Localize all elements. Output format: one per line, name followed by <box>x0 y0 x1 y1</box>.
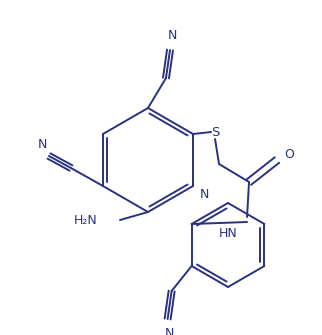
Text: H₂N: H₂N <box>74 213 98 226</box>
Text: N: N <box>167 29 177 42</box>
Text: HN: HN <box>218 227 237 240</box>
Text: N: N <box>165 327 174 335</box>
Text: S: S <box>211 126 219 138</box>
Text: N: N <box>200 188 209 201</box>
Text: N: N <box>37 138 47 151</box>
Text: O: O <box>284 148 294 161</box>
